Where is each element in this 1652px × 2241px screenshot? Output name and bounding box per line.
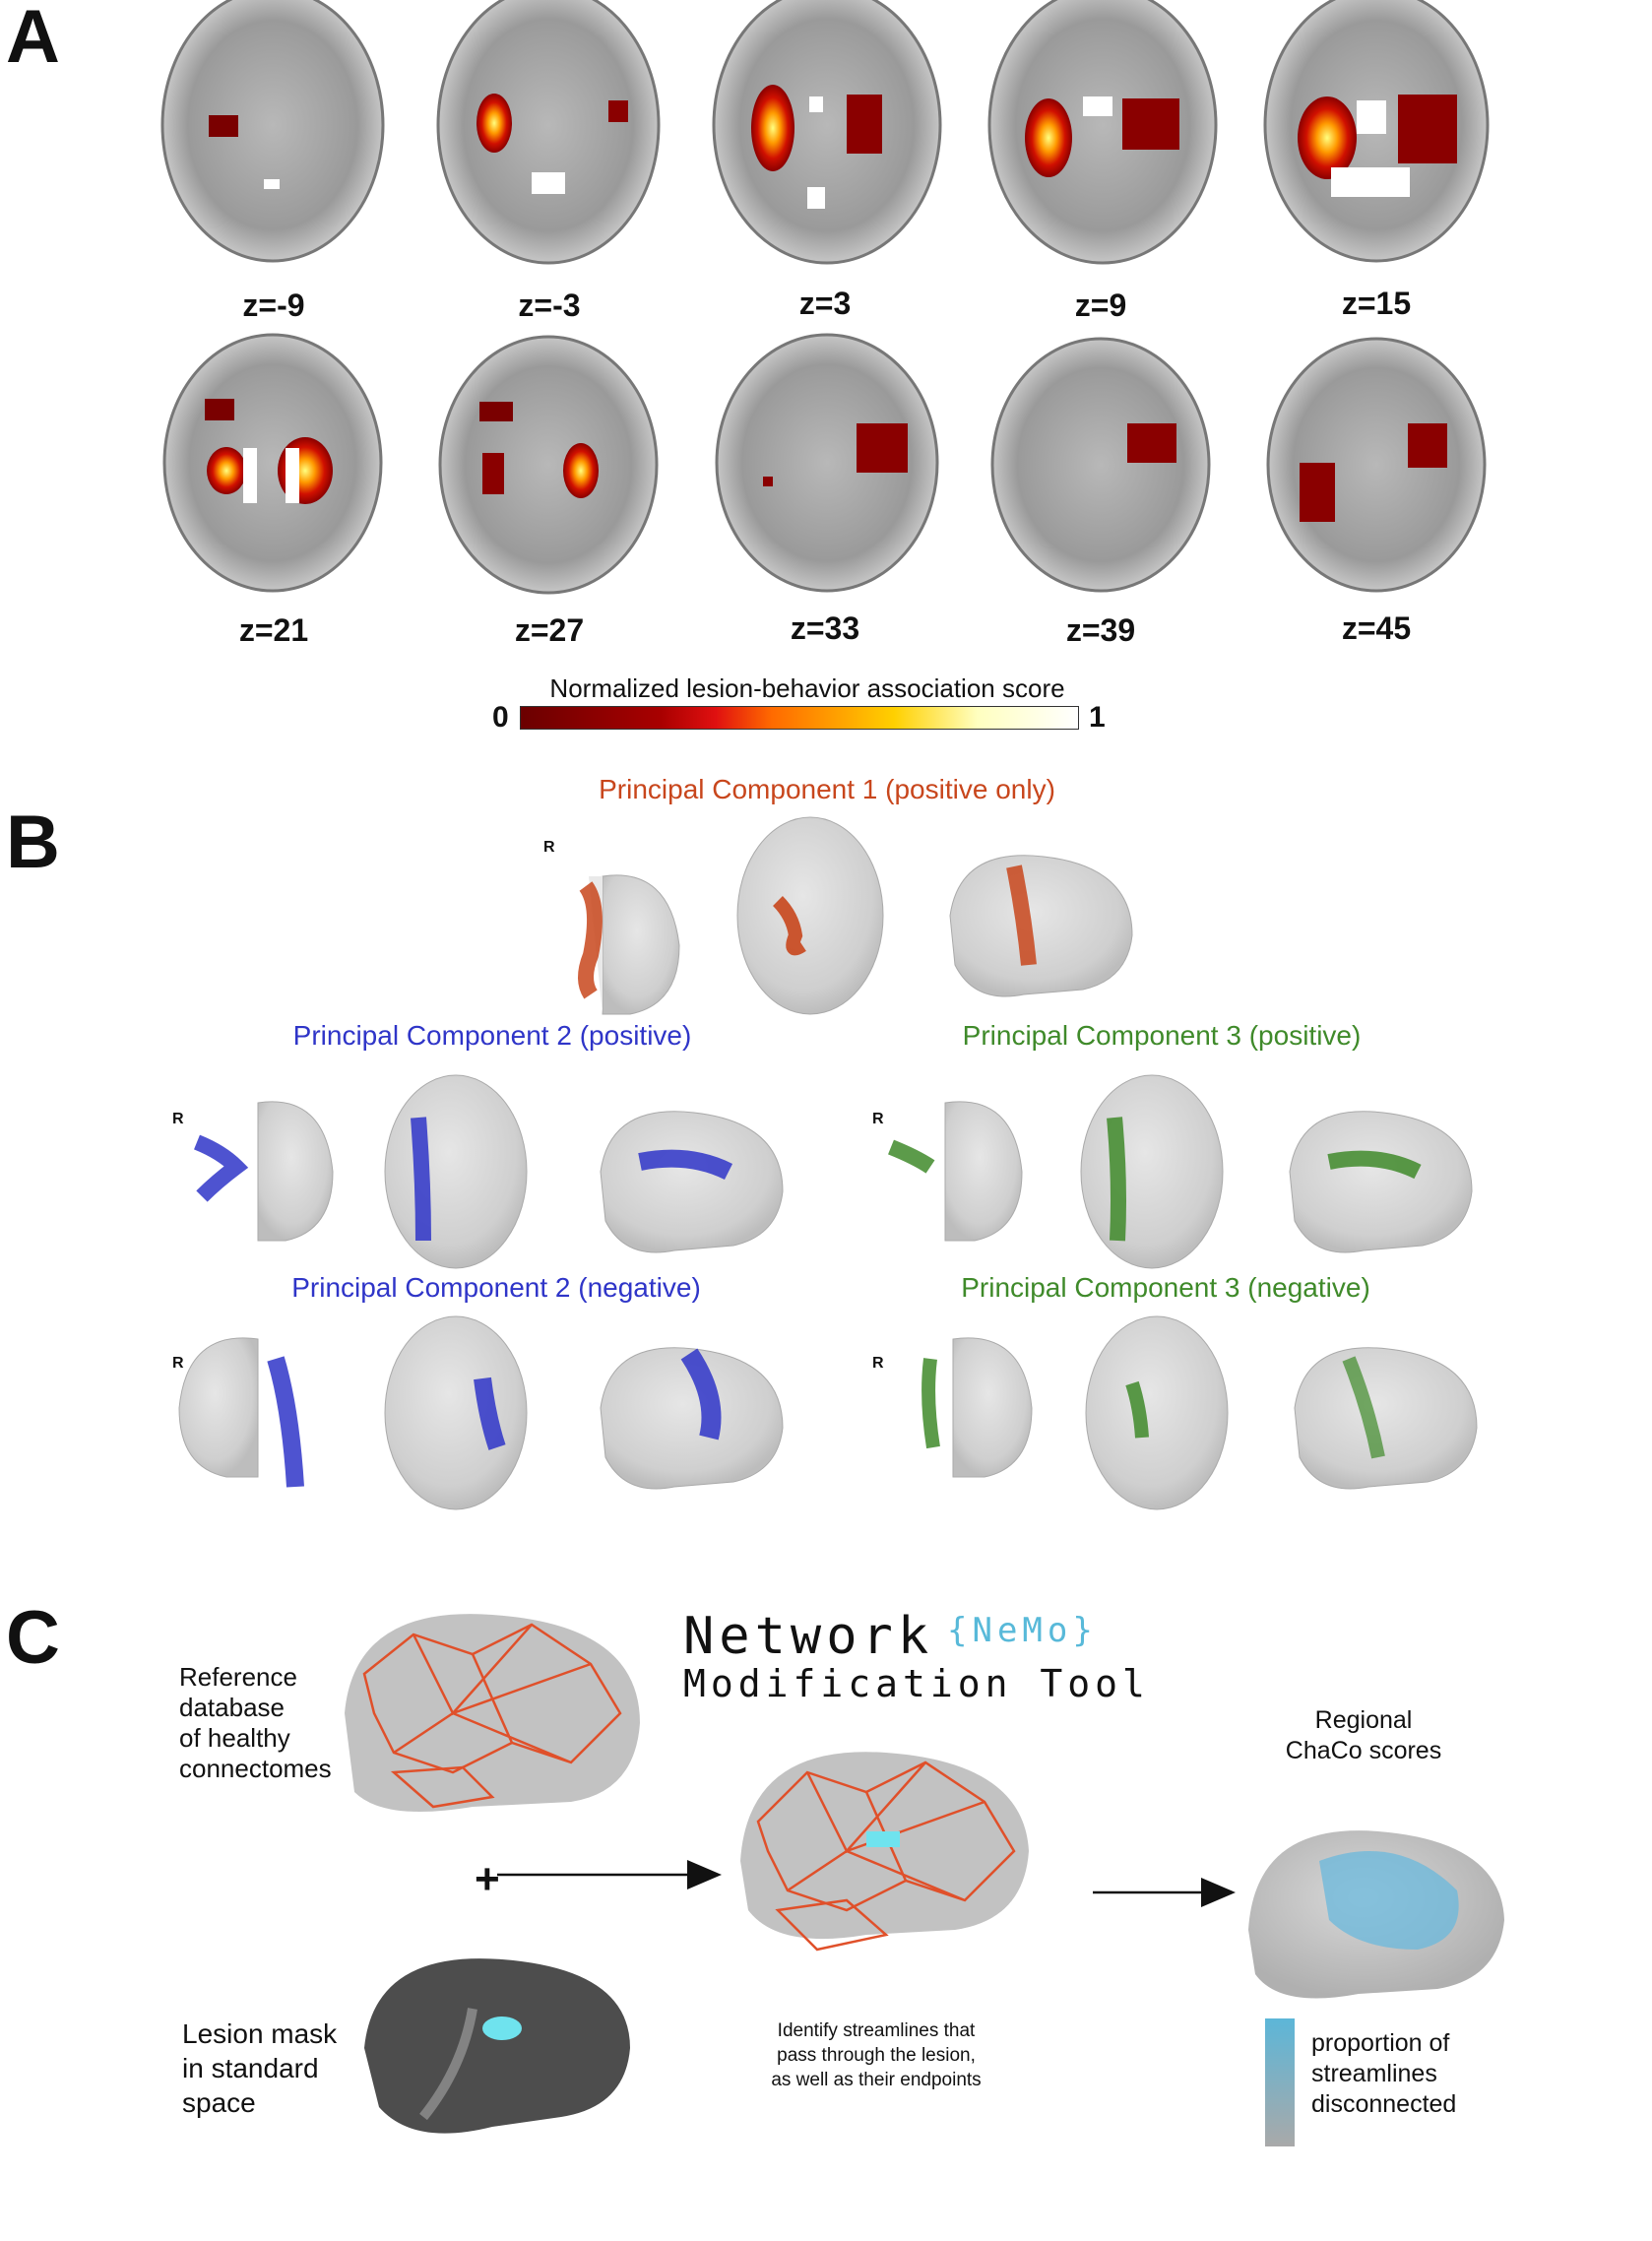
pc2-tract — [638, 1149, 733, 1181]
axial-slices — [160, 0, 1490, 595]
pc3-tract — [1125, 1380, 1149, 1439]
sagittal-brain-view — [1294, 1347, 1478, 1490]
slice-label: z=21 — [238, 612, 309, 648]
pc2-tract — [680, 1348, 722, 1441]
axial-brain-view — [736, 816, 884, 1015]
pc3-positive-views — [888, 1074, 1473, 1269]
identify-streamlines-text: Identify streamlines that pass through t… — [771, 2020, 982, 2090]
panel-letter-a: A — [6, 0, 60, 79]
pc3-negative-title: Principal Component 3 (negative) — [961, 1272, 1370, 1303]
panel-letter-c: C — [6, 1596, 60, 1680]
coronal-brain-view — [952, 1337, 1033, 1478]
pc3-tract — [1327, 1150, 1422, 1180]
pc1-tract — [578, 881, 603, 999]
pc2-positive-title: Principal Component 2 (positive) — [292, 1020, 692, 1051]
pc1-tract — [1006, 864, 1037, 966]
pc1-title: Principal Component 1 (positive only) — [599, 774, 1055, 804]
colorbar-gradient — [520, 706, 1079, 730]
pc3-tract — [1107, 1117, 1126, 1242]
network-edges — [362, 1623, 622, 1774]
pc2-tract — [267, 1356, 304, 1488]
pc3-positive-title: Principal Component 3 (positive) — [962, 1020, 1362, 1051]
right-hemisphere-label: R — [172, 1111, 184, 1127]
pc2-tract — [411, 1117, 431, 1242]
coronal-brain-view — [944, 1101, 1023, 1242]
axial-brain-view — [384, 1315, 528, 1510]
slice-label: z=3 — [798, 286, 852, 321]
pc2-negative-title: Principal Component 2 (negative) — [291, 1272, 701, 1303]
nemo-workflow-diagram — [345, 1614, 1504, 2146]
chaco-legend-swatch — [1265, 2018, 1295, 2146]
slice-row-2 — [162, 333, 1487, 595]
colorbar-max-label: 1 — [1089, 701, 1106, 734]
axial-brain-slice — [162, 333, 383, 593]
axial-brain-slice — [715, 333, 939, 593]
axial-brain-slice — [436, 0, 661, 265]
axial-brain-slice — [987, 0, 1218, 265]
pc2-tract — [193, 1134, 249, 1202]
coronal-brain-view — [257, 1101, 334, 1242]
slice-label: z=9 — [1074, 288, 1127, 323]
lesion-area — [866, 1831, 900, 1847]
lesion-mask-brain — [364, 1958, 630, 2134]
axial-brain-slice — [438, 335, 659, 595]
right-hemisphere-label: R — [543, 839, 555, 856]
slice-label: z=27 — [514, 612, 585, 648]
slice-label: z=-3 — [518, 288, 581, 323]
nemo-title-line1: Network — [683, 1607, 934, 1666]
coronal-brain-view — [602, 874, 680, 1015]
pc1-tract — [772, 896, 806, 956]
slice-label: z=-9 — [242, 288, 305, 323]
colorbar-title: Normalized lesion-behavior association s… — [549, 673, 1065, 703]
regional-chaco-label: Regional ChaCo scores — [1285, 1706, 1442, 1764]
axial-brain-view — [1085, 1315, 1229, 1510]
slice-row-1 — [160, 0, 1490, 265]
slice-label: z=33 — [790, 610, 860, 646]
axial-brain-slice — [712, 0, 942, 265]
axial-brain-slice — [1266, 337, 1487, 593]
pc3-tract — [1342, 1356, 1385, 1459]
slice-label: z=45 — [1341, 610, 1412, 646]
pc3-negative-views — [921, 1315, 1478, 1510]
axial-brain-view — [384, 1074, 528, 1269]
right-hemisphere-label: R — [872, 1355, 884, 1372]
slice-label: z=39 — [1065, 612, 1136, 648]
chaco-legend-label: proportion of streamlines disconnected — [1311, 2029, 1457, 2118]
reference-database-label: Reference database of healthy connectome… — [179, 1662, 332, 1783]
axial-brain-slice — [160, 0, 385, 263]
reference-connectome-brain — [345, 1614, 640, 1812]
right-hemisphere-label: R — [872, 1111, 884, 1127]
panel-letter-b: B — [6, 800, 60, 884]
lesion-area — [482, 2017, 522, 2040]
lesion-mask-label: Lesion mask in standard space — [182, 2018, 338, 2118]
pc1-views — [578, 816, 1133, 1015]
lesioned-connectome-brain — [740, 1752, 1029, 1952]
slice-label: z=15 — [1341, 286, 1412, 321]
sagittal-brain-view — [600, 1347, 784, 1490]
right-hemisphere-label: R — [172, 1355, 184, 1372]
nemo-abbrev: {NeMo} — [947, 1611, 1098, 1650]
pc2-tract — [474, 1377, 506, 1450]
tractography-renderings — [178, 816, 1478, 1510]
pc2-positive-views — [193, 1074, 784, 1269]
sagittal-brain-view — [949, 855, 1133, 997]
nemo-title-line2: Modification Tool — [683, 1662, 1150, 1705]
pc3-tract — [888, 1139, 935, 1174]
axial-brain-slice — [990, 337, 1211, 593]
sagittal-brain-view — [1289, 1111, 1473, 1253]
pc3-tract — [921, 1358, 940, 1449]
chaco-score-brain — [1248, 1830, 1504, 1999]
sagittal-brain-view — [600, 1111, 784, 1253]
plus-symbol: + — [475, 1855, 500, 1903]
colorbar-min-label: 0 — [492, 701, 509, 734]
coronal-brain-view — [178, 1337, 259, 1478]
axial-brain-view — [1080, 1074, 1224, 1269]
pc2-negative-views — [178, 1315, 784, 1510]
